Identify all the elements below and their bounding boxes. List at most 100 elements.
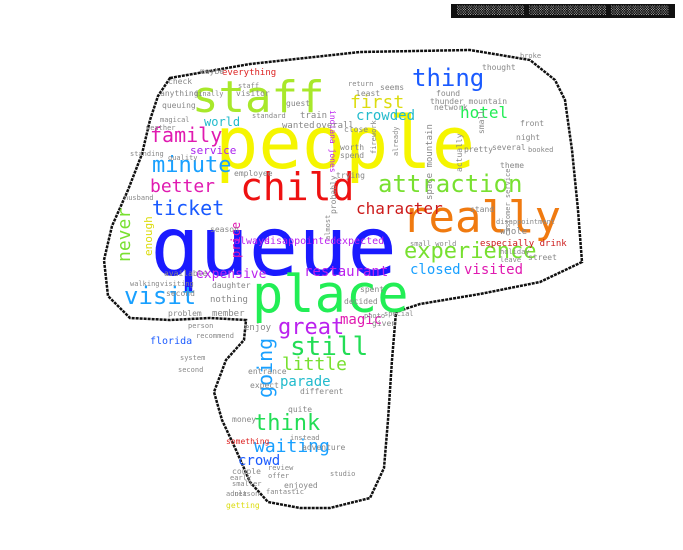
word-price: price bbox=[229, 222, 243, 258]
word-whole: whole bbox=[500, 227, 527, 237]
word-daughter: daughter bbox=[212, 281, 251, 290]
word-overall: overall bbox=[316, 121, 354, 131]
word-hotel: hotel bbox=[460, 103, 508, 122]
word-going: going bbox=[253, 338, 277, 398]
word-never: never bbox=[114, 208, 135, 262]
word-closed: closed bbox=[410, 262, 461, 278]
word-still: still bbox=[290, 332, 368, 362]
word-place: place bbox=[252, 265, 409, 325]
word-quite: quite bbox=[288, 405, 312, 414]
word-enough: enough bbox=[142, 216, 155, 256]
word-seems: seems bbox=[380, 83, 404, 92]
word-thunder-mountain: thunder mountain bbox=[430, 97, 507, 106]
word-spend: spend bbox=[340, 151, 364, 160]
word-actually: actually bbox=[455, 133, 464, 172]
word-network: network bbox=[434, 103, 468, 112]
word-character: character bbox=[356, 199, 443, 218]
word-everything: everything bbox=[222, 68, 276, 78]
word-holiday: holiday bbox=[500, 248, 530, 256]
word-member: member bbox=[212, 309, 245, 319]
word-wanted: wanted bbox=[282, 121, 315, 131]
word-couple: couple bbox=[232, 467, 261, 476]
word-already: already bbox=[392, 126, 400, 156]
word-standard: standard bbox=[252, 112, 286, 120]
word-staff: staff bbox=[238, 82, 259, 90]
word-expect: expect bbox=[250, 381, 279, 390]
word-especially-drink: especially drink bbox=[480, 239, 567, 249]
word-queuing: queuing bbox=[162, 101, 196, 110]
word-enjoyed: enjoyed bbox=[284, 481, 318, 490]
word-standing: standing bbox=[130, 150, 164, 158]
thumbs-down-shape bbox=[102, 48, 584, 510]
word-expensive: expensive bbox=[196, 267, 267, 282]
word-firework: firework bbox=[370, 119, 378, 154]
word-train: train bbox=[300, 111, 327, 121]
word-walking: walking bbox=[130, 280, 160, 288]
word-front: front bbox=[520, 119, 544, 128]
word-thing: thing bbox=[412, 64, 484, 92]
word-studio: studio bbox=[330, 470, 355, 478]
word-little: little bbox=[282, 354, 347, 375]
word-spent: spent bbox=[360, 285, 384, 294]
word-husband: husband bbox=[124, 194, 154, 202]
word-experience: experience bbox=[404, 239, 536, 264]
word-guest: guest bbox=[286, 99, 310, 108]
word-crowded: crowded bbox=[356, 108, 415, 124]
word-staff: staff bbox=[192, 72, 324, 123]
word-small-world: small world bbox=[410, 240, 456, 248]
word-thought: thought bbox=[482, 63, 516, 72]
word-money: money bbox=[232, 415, 256, 424]
word-magical: magical bbox=[160, 116, 190, 124]
word-photo: photo bbox=[364, 312, 385, 320]
word-theme: theme bbox=[500, 161, 524, 170]
word-better: better bbox=[150, 176, 215, 197]
header-caption: ░░░░░░░░░░░░░░ ░░░░░░░░░░░░░░░░ ░░░░░░░░… bbox=[451, 4, 675, 18]
word-child: child bbox=[240, 165, 354, 209]
word-adult: adult bbox=[226, 490, 247, 498]
word-worth: worth bbox=[340, 143, 364, 152]
word-several: several bbox=[492, 143, 526, 152]
word-world: world bbox=[204, 115, 240, 129]
word-instead: instead bbox=[290, 434, 320, 442]
word-visit: visit bbox=[124, 282, 196, 310]
word-night: night bbox=[516, 133, 540, 142]
word-waiting: waiting bbox=[254, 436, 330, 457]
word-nothing: nothing bbox=[210, 295, 248, 305]
word-restaurant: restaurant bbox=[304, 264, 388, 280]
word-visitor: visitor bbox=[236, 89, 270, 98]
word-great: great bbox=[278, 315, 344, 340]
word-found: found bbox=[436, 89, 460, 98]
word-disappointed: disappointed bbox=[264, 236, 336, 247]
word-think: think bbox=[254, 411, 320, 436]
word-close: close bbox=[344, 125, 368, 134]
word-decided: decided bbox=[344, 297, 378, 306]
word-booked: booked bbox=[528, 146, 553, 154]
word-weather: weather bbox=[146, 124, 176, 132]
word-indiana-jones: indiana jones bbox=[328, 110, 337, 173]
word-early: early bbox=[230, 474, 251, 482]
word-getting: getting bbox=[226, 501, 260, 510]
word-review: review bbox=[268, 464, 294, 472]
word-disappointment: disappointment bbox=[496, 218, 555, 226]
word-expected: expected bbox=[336, 236, 384, 247]
word-available: available bbox=[164, 269, 208, 278]
word-florida: florida bbox=[150, 336, 192, 347]
word-entrance: entrance bbox=[248, 367, 287, 376]
word-really: really bbox=[402, 192, 561, 243]
word-person: person bbox=[188, 322, 213, 330]
word-broke: broke bbox=[520, 52, 541, 60]
word-check: check bbox=[168, 77, 192, 86]
word-attraction: attraction bbox=[378, 170, 523, 198]
word-smaller: smaller bbox=[232, 480, 262, 488]
word-parade: parade bbox=[280, 374, 331, 390]
word-adventure: adventure bbox=[302, 443, 346, 452]
word-ticket: ticket bbox=[152, 196, 224, 220]
word-system: system bbox=[180, 354, 205, 362]
word-people: people bbox=[215, 101, 475, 185]
word-fantastic: fantastic bbox=[266, 488, 304, 496]
word-offer: offer bbox=[268, 472, 289, 480]
word-stand: stand bbox=[470, 205, 494, 214]
word-anything: anything bbox=[160, 89, 199, 98]
